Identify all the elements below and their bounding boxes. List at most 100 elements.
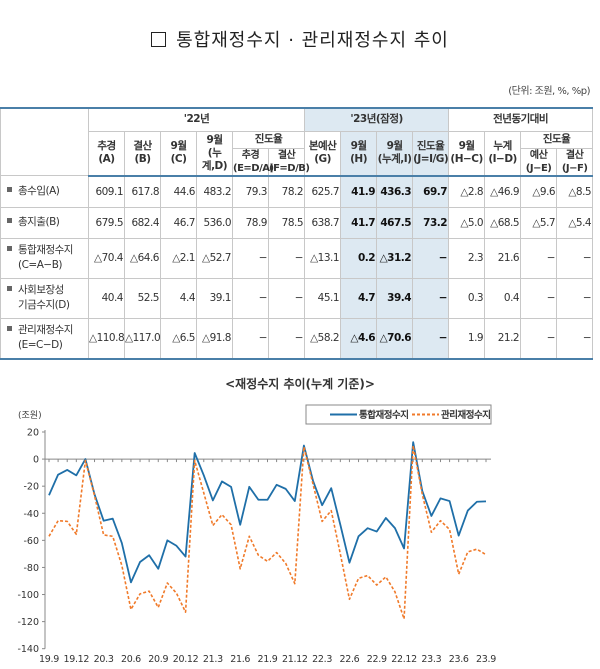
col-header-line: (J−F) [561,162,588,174]
table-cell: △4.6 [340,318,378,359]
table-cell: △2.1 [160,238,197,279]
y-tick-label: -20 [23,482,39,493]
table-cell: 536.0 [196,207,233,239]
y-tick-label: 20 [27,428,39,439]
table-cell: 2.3 [448,238,486,279]
x-tick-label: 19.12 [63,654,89,665]
col-header-line: (누계,I) [377,153,412,165]
col-header-line: 9월 [206,133,223,146]
col-header-line: (J−E) [525,162,552,174]
col-header-j: 진도율 (J=I/G) [412,131,450,177]
x-tick-label: 20.9 [148,654,168,665]
x-tick-label: 21.12 [282,654,308,665]
col-header-line: 9월 [458,140,475,152]
col-header-jf: 결산 (J−F) [556,148,594,177]
col-header-line: 9월 [170,140,187,152]
y-tick-label: -120 [17,617,39,628]
col-header-line: (B) [134,153,151,165]
table-cell: 21.6 [484,238,522,279]
col-header-line: 결산 [277,149,296,161]
table-cell: 73.2 [412,207,450,239]
table-cell: − [520,238,558,279]
table-cell: △117.0 [124,318,161,359]
checkbox-square-icon [151,32,167,47]
table-cell: 0.3 [448,278,486,319]
bullet-square-icon [7,286,12,291]
col-header-f: 결산 (F=D/B) [267,148,310,177]
table-cell: 1.9 [448,318,486,359]
x-tick-label: 21.3 [203,654,223,665]
row-label-line: 기금수지(D) [18,299,70,311]
table-cell: 41.7 [340,207,378,239]
col-header-line: 예산 [529,149,548,161]
table-cell: 41.9 [340,175,378,208]
table-cell: 609.1 [88,175,125,208]
table-cell: 0.2 [340,238,378,279]
col-header-line: 누계 [493,140,512,152]
table-cell: △64.6 [124,238,161,279]
table-cell: 45.1 [304,278,342,319]
bullet-square-icon [7,218,12,223]
row-label: 관리재정수지 (E=C−D) [0,318,89,359]
table-cell: − [267,278,306,319]
x-tick-label: 23.3 [421,654,441,665]
x-tick-label: 22.12 [391,654,417,665]
x-tick-label: 22.3 [312,654,332,665]
col-header-line: (F=D/B) [269,162,310,174]
table-cell: △9.6 [520,175,558,208]
table-cell: − [556,278,594,319]
group-header-2023: '23년(잠정) [304,108,450,132]
fiscal-balance-table: '22년 '23년(잠정) 전년동기대비 추경 (A) 결산 (B) 9월 (C) 9월 (누… [0,107,594,360]
row-label-line: (C=A−B) [18,259,63,271]
x-tick-label: 23.6 [449,654,469,665]
table-cell: △5.4 [556,207,594,239]
table-row: 총지출(B) 679.5 682.4 46.7 536.0 78.9 78.5 638.7 41… [0,207,594,239]
table-cell: 78.5 [267,207,306,239]
col-header-line: (E=D/A) [233,162,274,174]
table-cell: − [556,238,594,279]
col-header-je: 예산 (J−E) [520,148,558,177]
row-label: 총지출(B) [0,207,89,239]
progress-group-header: 진도율 [520,131,594,149]
x-tick-label: 20.6 [121,654,141,665]
table-cell: △46.9 [484,175,522,208]
x-tick-label: 22.9 [367,654,387,665]
row-label-line: 사회보장성 [18,284,64,296]
row-label: 총수입(A) [0,175,89,208]
table-cell: △2.8 [448,175,486,208]
y-tick-label: 0 [33,455,39,466]
col-header-i: 9월 (누계,I) [376,131,414,177]
legend-box [305,404,492,425]
bullet-square-icon [7,246,12,251]
table-cell: △52.7 [196,238,233,279]
chart-title: <재정수지 추이(누계 기준)> [225,377,375,391]
table-cell: △70.6 [376,318,414,359]
table-cell: 4.4 [160,278,197,319]
table-cell: 40.4 [88,278,125,319]
table-cell: 52.5 [124,278,161,319]
table-cell: − [232,238,269,279]
row-label-line: 총지출(B) [18,216,60,228]
x-tick-label: 23.9 [476,654,496,665]
row-label-line: 총수입(A) [18,184,60,197]
col-header-line: 9월 [350,140,367,152]
table-row: 총수입(A) 609.1 617.8 44.6 483.2 79.3 78.2 625.7 41… [0,175,594,208]
x-tick-label: 21.9 [258,654,278,665]
col-header-line: 추경 [97,140,116,152]
x-tick-label: 21.6 [230,654,250,665]
y-axis-unit: (조원) [18,410,42,421]
series-line-managed-balance [48,444,487,620]
table-cell: △8.5 [556,175,594,208]
legend-label: 관리재정수지 [441,409,490,421]
x-tick-label: 22.6 [339,654,359,665]
table-cell: 467.5 [376,207,414,239]
col-header-h: 9월 (H) [340,131,378,177]
table-cell: 682.4 [124,207,161,239]
col-header-line: (J=I/G) [413,153,449,165]
table-cell: 79.3 [232,175,269,208]
table-row: 관리재정수지 (E=C−D) △110.8 △117.0 △6.5 △91.8− − △58.… [0,318,594,359]
y-tick-label: -80 [23,563,39,574]
table-cell: 483.2 [196,175,233,208]
col-header-line: 결산 [565,149,584,161]
